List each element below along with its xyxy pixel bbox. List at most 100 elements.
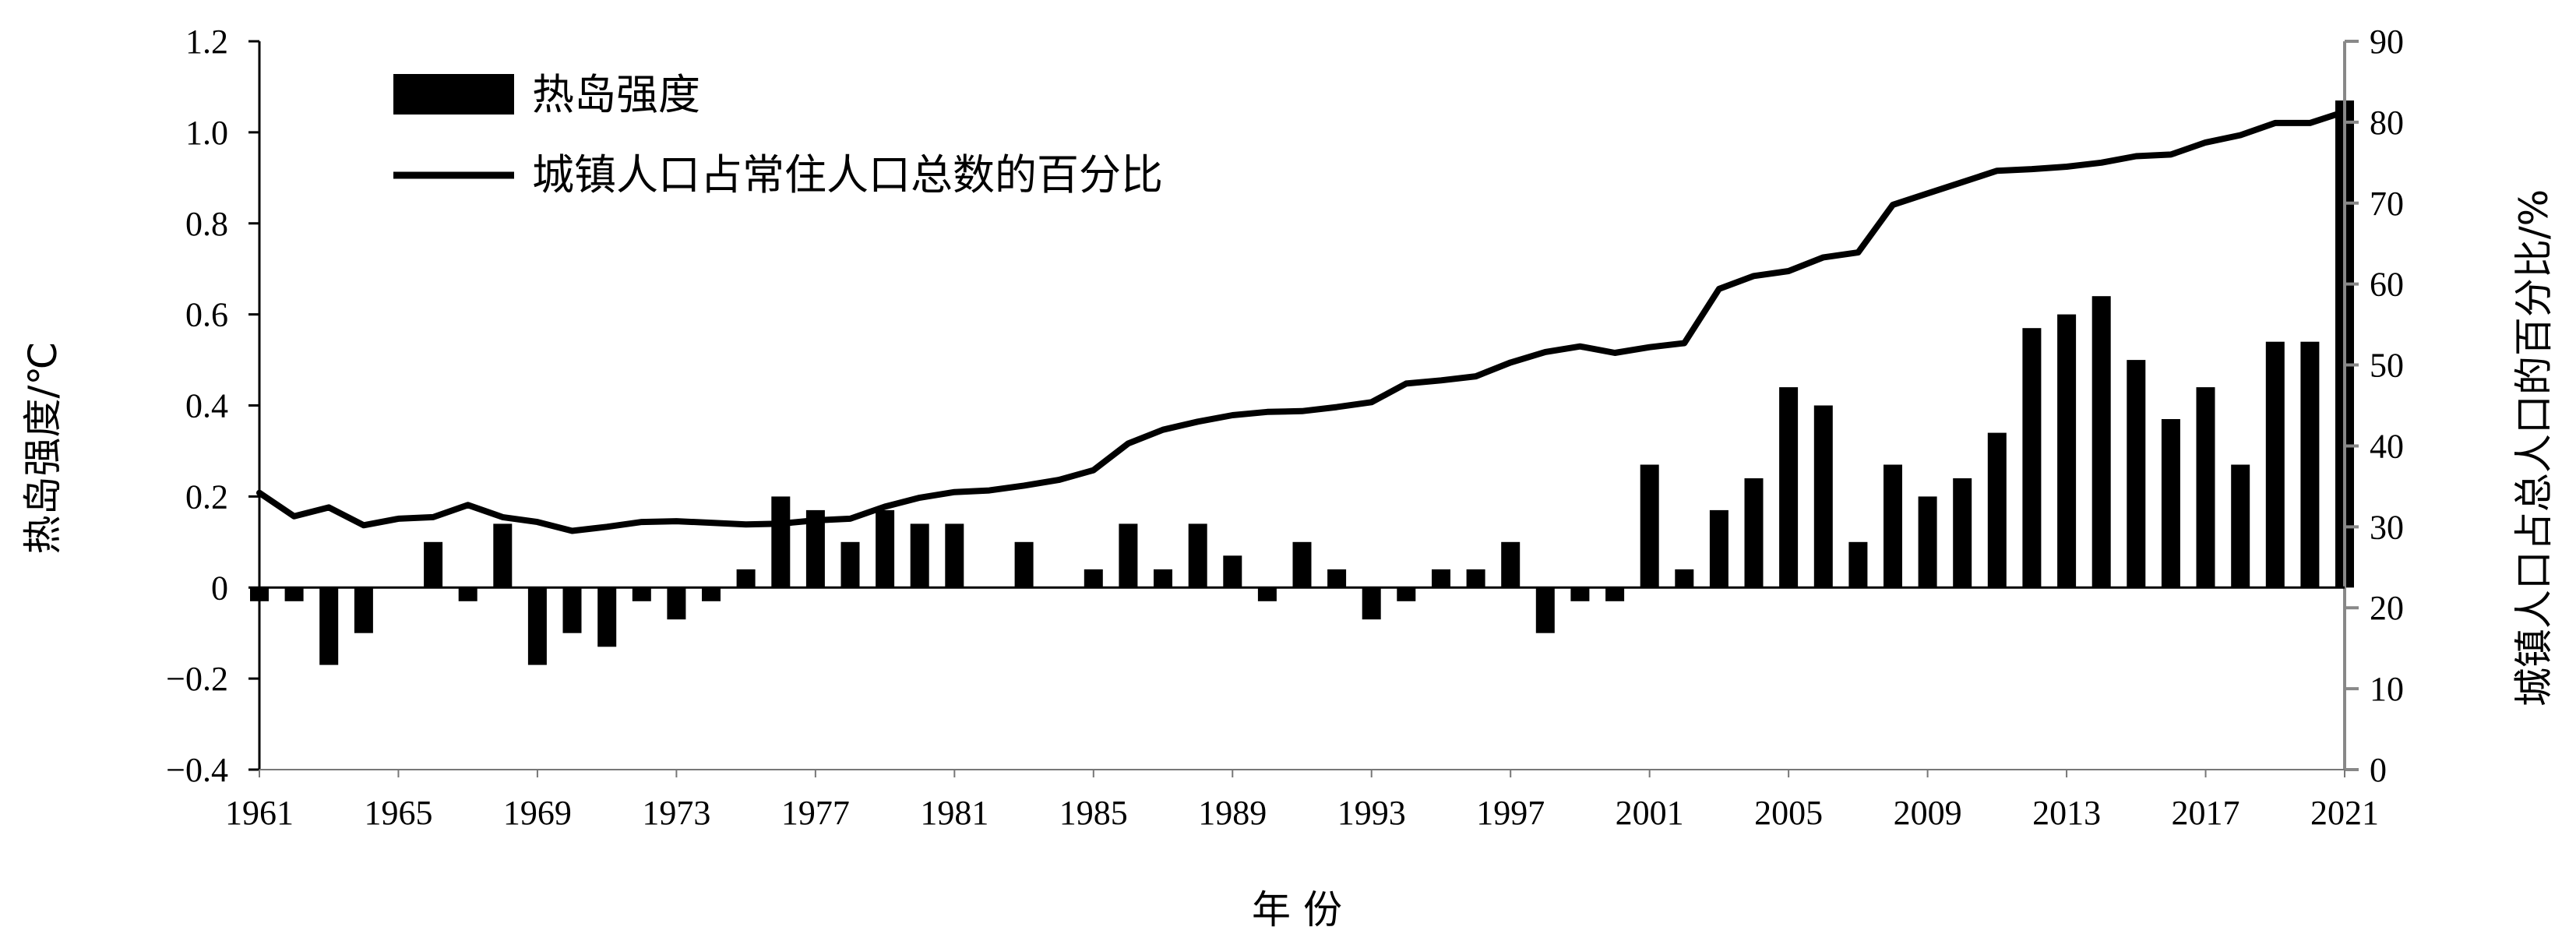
x-tick-label: 1981 bbox=[920, 794, 988, 832]
bar-1963 bbox=[319, 587, 339, 665]
y2-tick-label: 0 bbox=[2370, 751, 2387, 789]
bar-2009 bbox=[1918, 496, 1937, 588]
bar-1970 bbox=[562, 587, 582, 633]
axes: 1.2 1.0 0.8 0.6 0.4 0.2 0 −0.2 −0.4 90 80 70 60 50 40 3… bbox=[166, 23, 2404, 832]
x-tick-label: 1965 bbox=[364, 794, 432, 832]
bar-1996 bbox=[1466, 569, 1485, 588]
bar-1978 bbox=[840, 541, 860, 588]
bar-1969 bbox=[527, 587, 547, 665]
y-tick-label: 0.2 bbox=[185, 478, 228, 516]
y2-tick-label: 30 bbox=[2370, 508, 2404, 546]
bar-1973 bbox=[667, 587, 686, 620]
bar-1971 bbox=[597, 587, 617, 647]
bar-1994 bbox=[1397, 587, 1416, 601]
y2-tick-label: 70 bbox=[2370, 185, 2404, 223]
y2-tick-label: 60 bbox=[2370, 266, 2404, 304]
y-tick-label: −0.2 bbox=[166, 660, 228, 698]
bar-1975 bbox=[736, 569, 756, 588]
bar-2015 bbox=[2127, 360, 2146, 588]
y-tick-label: 0 bbox=[211, 569, 228, 607]
line-series bbox=[256, 108, 2348, 534]
bar-1988 bbox=[1188, 523, 1207, 588]
bar-1995 bbox=[1432, 569, 1450, 588]
bar-2013 bbox=[2057, 314, 2077, 588]
x-tick-label: 1997 bbox=[1476, 794, 1545, 832]
x-tick-label: 2013 bbox=[2032, 794, 2101, 832]
bar-1983 bbox=[1014, 541, 1034, 588]
bar-2004 bbox=[1744, 478, 1764, 588]
bar-2016 bbox=[2161, 419, 2180, 588]
bar-2018 bbox=[2231, 464, 2250, 588]
legend: 热岛强度 城镇人口占常住人口总数的百分比 bbox=[393, 70, 1163, 199]
bar-1979 bbox=[876, 509, 895, 588]
x-tick-label: 1993 bbox=[1337, 794, 1406, 832]
legend-bar-swatch bbox=[393, 74, 514, 115]
x-tick-label: 2005 bbox=[1754, 794, 1823, 832]
y-tick-label: −0.4 bbox=[166, 751, 228, 789]
y-axis-title: 热岛强度/℃ bbox=[20, 342, 65, 555]
bar-1998 bbox=[1535, 587, 1555, 633]
legend-bar-label: 热岛强度 bbox=[532, 70, 700, 119]
x-tick-label: 2001 bbox=[1616, 794, 1684, 832]
bar-1986 bbox=[1119, 523, 1138, 588]
y2-axis-title: 城镇人口占总人口的百分比/% bbox=[2511, 189, 2557, 707]
x-tick-label: 1973 bbox=[642, 794, 710, 832]
y2-tick-label: 90 bbox=[2370, 23, 2404, 61]
bar-2014 bbox=[2091, 296, 2111, 588]
y-tick-label: 1.2 bbox=[185, 23, 228, 61]
bar-2001 bbox=[1640, 464, 1659, 588]
bar-2000 bbox=[1605, 587, 1625, 601]
x-tick-label: 2009 bbox=[1894, 794, 1962, 832]
x-tick-label: 1985 bbox=[1059, 794, 1128, 832]
bar-2007 bbox=[1848, 541, 1868, 588]
bar-2019 bbox=[2265, 341, 2285, 588]
bar-series bbox=[250, 100, 2354, 665]
bar-1964 bbox=[354, 587, 373, 633]
bar-1980 bbox=[910, 523, 929, 588]
bar-1999 bbox=[1570, 587, 1590, 601]
bar-1985 bbox=[1084, 569, 1103, 588]
bar-1966 bbox=[424, 541, 443, 588]
bar-1974 bbox=[702, 587, 721, 601]
bar-2011 bbox=[1987, 432, 2007, 588]
bar-2008 bbox=[1884, 464, 1902, 588]
x-tick-label: 1989 bbox=[1198, 794, 1267, 832]
x-tick-label: 1977 bbox=[781, 794, 850, 832]
x-tick-label: 2017 bbox=[2172, 794, 2240, 832]
urban-population-line bbox=[256, 108, 2348, 534]
x-axis-title: 年 份 bbox=[1252, 887, 1342, 932]
y2-tick-label: 80 bbox=[2370, 104, 2404, 142]
bar-2005 bbox=[1779, 387, 1799, 588]
bar-1976 bbox=[771, 496, 791, 588]
y-tick-label: 1.0 bbox=[185, 114, 228, 152]
y2-tick-label: 50 bbox=[2370, 347, 2404, 385]
x-tick-label: 2021 bbox=[2310, 794, 2379, 832]
bar-2020 bbox=[2300, 341, 2320, 588]
bar-1991 bbox=[1292, 541, 1312, 588]
bar-1997 bbox=[1501, 541, 1521, 588]
bar-2010 bbox=[1953, 478, 1972, 588]
legend-line-label: 城镇人口占常住人口总数的百分比 bbox=[532, 150, 1163, 199]
y2-tick-label: 40 bbox=[2370, 427, 2404, 465]
y2-tick-label: 20 bbox=[2370, 589, 2404, 627]
bar-1992 bbox=[1327, 569, 1347, 588]
bar-1987 bbox=[1154, 569, 1172, 588]
y-tick-label: 0.4 bbox=[185, 387, 228, 425]
bar-1990 bbox=[1257, 587, 1277, 601]
bar-2017 bbox=[2196, 387, 2215, 588]
bar-1989 bbox=[1223, 555, 1242, 588]
bar-1972 bbox=[632, 587, 651, 601]
bar-1962 bbox=[284, 587, 304, 601]
bar-1981 bbox=[945, 523, 964, 588]
bar-2006 bbox=[1813, 405, 1833, 588]
y-tick-label: 0.8 bbox=[185, 205, 228, 243]
bar-1967 bbox=[458, 587, 477, 601]
bar-1968 bbox=[493, 523, 513, 588]
bar-2002 bbox=[1675, 569, 1694, 588]
y2-tick-label: 10 bbox=[2370, 670, 2404, 708]
y-tick-label: 0.6 bbox=[185, 296, 228, 334]
bar-1993 bbox=[1362, 587, 1381, 620]
x-tick-label: 1961 bbox=[225, 794, 294, 832]
bar-2003 bbox=[1709, 509, 1728, 588]
